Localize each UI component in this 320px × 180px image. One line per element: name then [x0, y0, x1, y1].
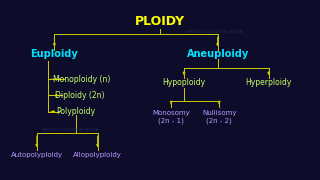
Text: Monoploidy (n): Monoploidy (n) — [53, 75, 110, 84]
Text: Hypoploidy: Hypoploidy — [163, 78, 205, 87]
Text: PLOIDY: PLOIDY — [135, 15, 185, 28]
Text: Monosomy
(2n - 1): Monosomy (2n - 1) — [152, 110, 190, 124]
Text: Aneuploidy: Aneuploidy — [187, 49, 249, 59]
Text: Diploidy (2n): Diploidy (2n) — [55, 91, 104, 100]
Text: Hyperploidy: Hyperploidy — [246, 78, 292, 87]
Text: MERCY EDUCATION MEDIA: MERCY EDUCATION MEDIA — [42, 128, 99, 132]
Text: Autopolyploidy: Autopolyploidy — [11, 152, 63, 158]
Text: Nullisomy
(2n - 2): Nullisomy (2n - 2) — [202, 110, 236, 124]
Text: Polyploidy: Polyploidy — [57, 107, 96, 116]
Text: Euploidy: Euploidy — [30, 49, 78, 59]
Text: Allopolyploidy: Allopolyploidy — [73, 152, 122, 158]
Text: MERCY EDUCATION MEDIA: MERCY EDUCATION MEDIA — [186, 30, 243, 34]
